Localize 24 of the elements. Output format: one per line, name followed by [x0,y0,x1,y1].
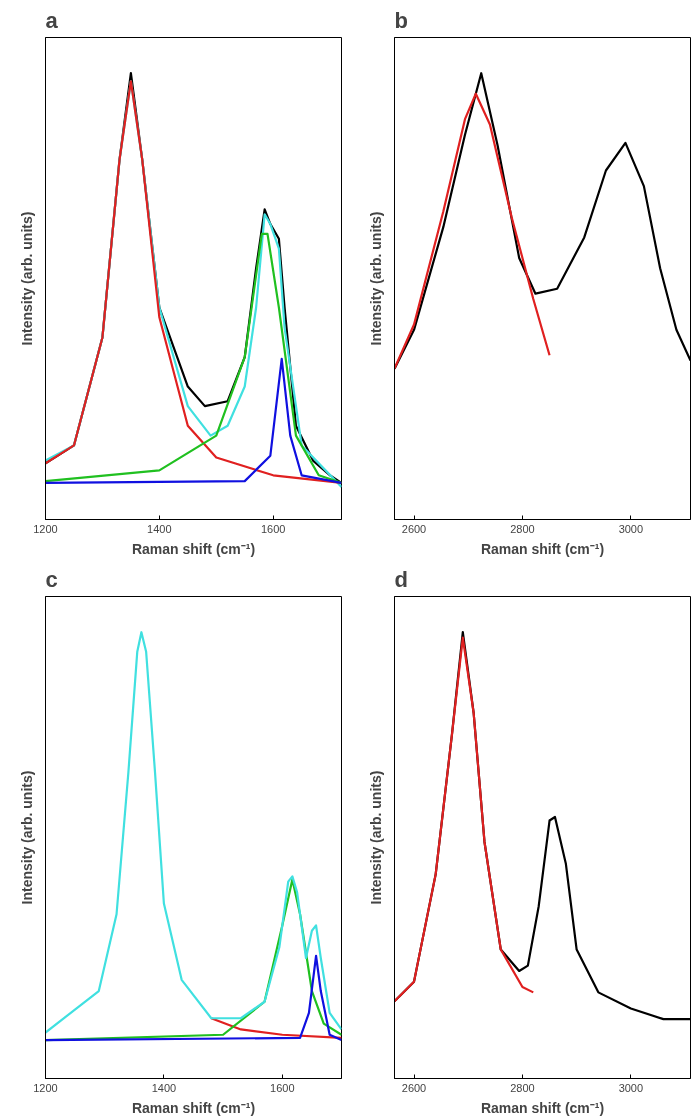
chart-title: d [394,566,408,592]
x-tick-label: 2600 [401,1081,427,1094]
x-tick-label: 2800 [510,1081,535,1094]
x-tick-label: 2600 [401,522,427,535]
x-tick-label: 1200 [33,1081,58,1094]
x-axis-title: Raman shift (cm⁻¹) [480,540,605,557]
y-axis-title: Intensity (arb. units) [367,770,384,905]
x-tick-label: 1600 [260,522,286,535]
x-tick-label: 1600 [270,1081,295,1094]
x-axis-title: Raman shift (cm⁻¹) [131,540,256,557]
x-tick-label: 1400 [151,1081,177,1094]
y-axis-title: Intensity (arb. units) [18,770,35,905]
y-axis-title: Intensity (arb. units) [367,211,384,346]
x-tick-label: 1400 [147,522,172,535]
x-tick-label: 1200 [33,522,58,535]
chart-title: c [45,566,58,592]
chart-title: b [394,7,408,33]
chart-title: a [45,7,59,33]
y-axis-title: Intensity (arb. units) [18,211,35,346]
x-axis-title: Raman shift (cm⁻¹) [480,1099,605,1116]
x-tick-label: 3000 [618,522,644,535]
x-axis-title: Raman shift (cm⁻¹) [131,1099,256,1116]
x-tick-label: 3000 [618,1081,644,1094]
x-tick-label: 2800 [510,522,535,535]
